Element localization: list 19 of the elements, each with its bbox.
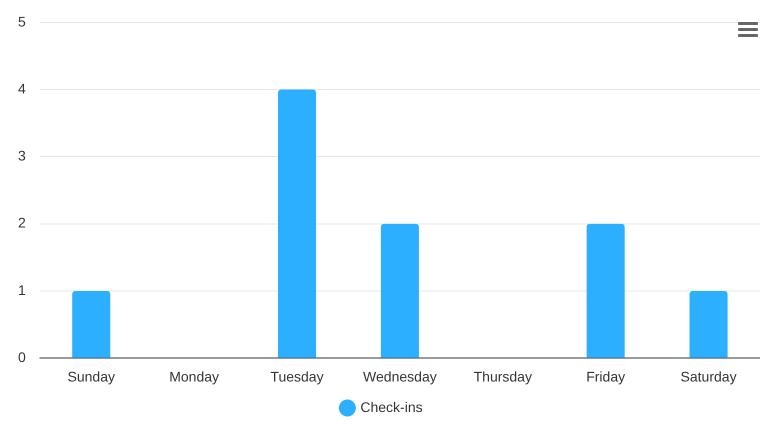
bar [586,224,625,358]
y-tick-label: 0 [18,349,26,366]
x-tick-label: Thursday [474,368,532,384]
y-tick-label: 4 [18,80,26,96]
bar [690,291,728,358]
legend-label: Check-ins [360,398,423,415]
y-tick-label: 5 [18,13,26,30]
x-tick-label: Saturday [680,368,737,384]
y-tick-label: 3 [18,148,26,164]
bar [72,291,110,358]
x-tick-label: Wednesday [363,368,437,384]
bar [278,90,316,358]
x-tick-label: Tuesday [270,368,324,384]
y-tick-label: 2 [18,214,26,231]
y-tick-label: 1 [18,282,26,298]
x-tick-label: Sunday [67,368,115,384]
bar [380,224,419,358]
x-tick-label: Friday [586,368,626,384]
x-tick-label: Monday [169,368,220,384]
